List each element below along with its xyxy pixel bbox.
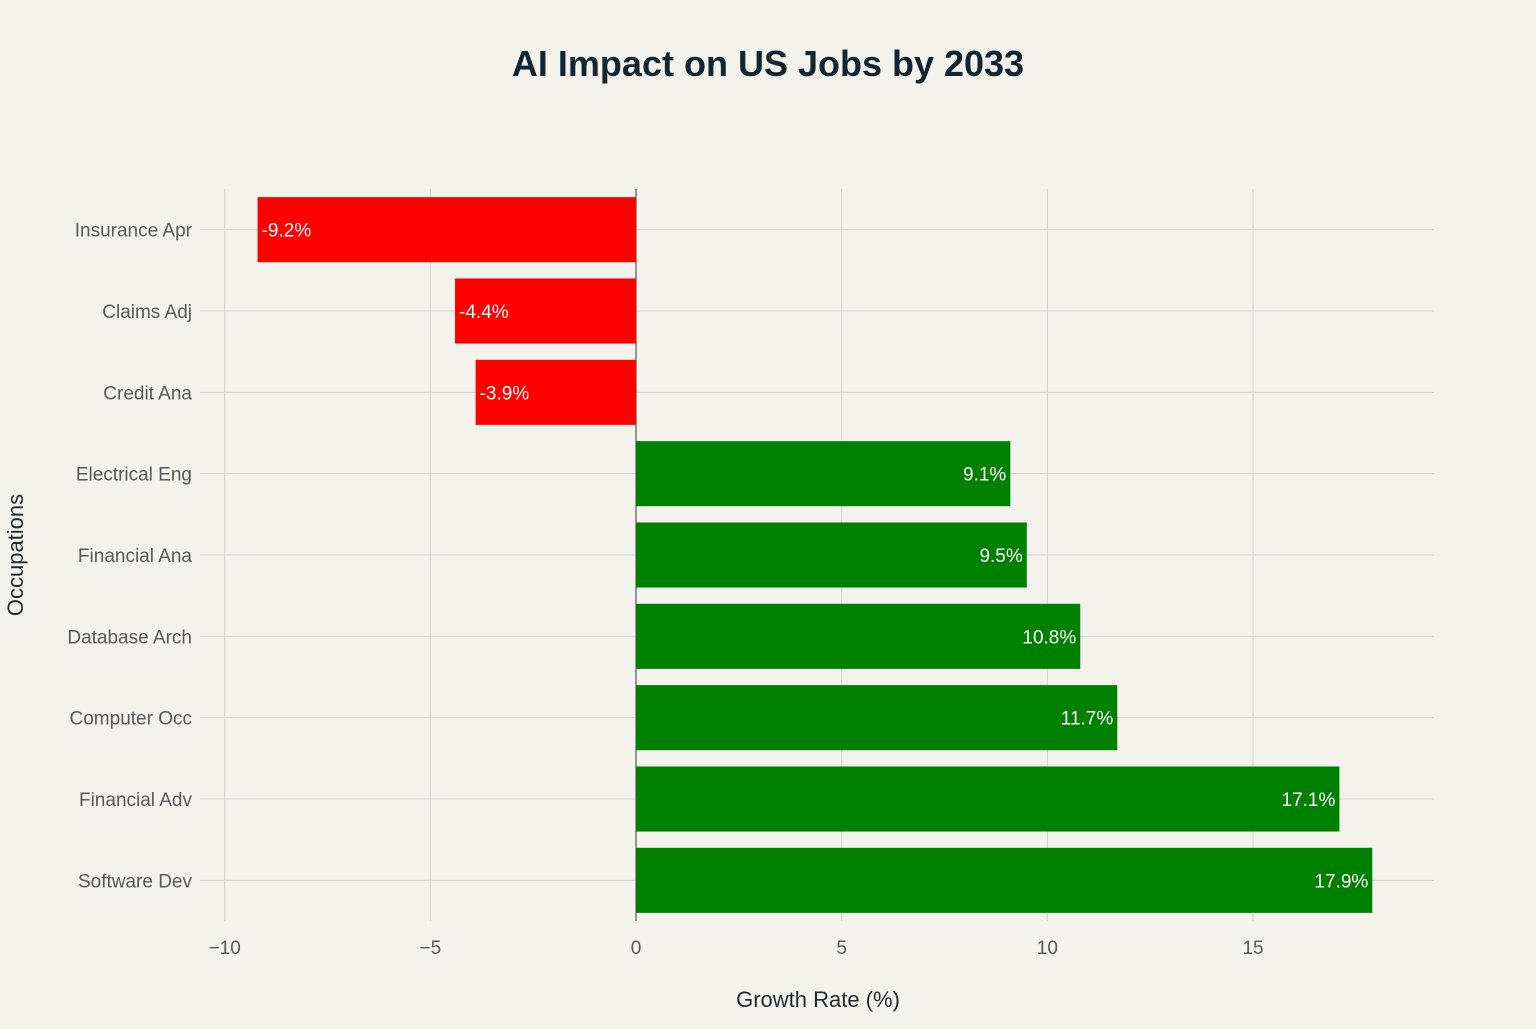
bar-value-label: 17.1% [1282,790,1336,811]
y-tick-label: Insurance Apr [75,221,193,242]
bar [636,603,1081,669]
bar [636,441,1011,507]
y-tick-label: Computer Occ [70,709,192,730]
y-tick-label: Financial Adv [79,790,193,811]
x-tick-label: −5 [420,938,442,959]
y-tick-label: Software Dev [78,871,193,892]
chart-title: AI Impact on US Jobs by 2033 [512,43,1024,84]
x-axis-title: Growth Rate (%) [736,987,900,1012]
x-tick-labels: −10 −5 0 5 10 15 [209,938,1264,959]
y-tick-label: Credit Ana [103,383,192,404]
x-tick-label: 5 [836,938,847,959]
bar [636,522,1027,588]
bar [636,847,1373,913]
bar-value-label: 10.8% [1022,627,1076,648]
bar-value-label: 17.9% [1314,871,1368,892]
x-tick-label: −10 [209,938,241,959]
y-tick-label: Electrical Eng [76,465,192,486]
bar-value-label: -3.9% [480,383,530,404]
bar-value-label: 9.5% [979,546,1022,567]
x-tick-label: 0 [631,938,642,959]
bar-value-label: -9.2% [262,221,312,242]
bar-value-label: -4.4% [459,302,509,323]
bar-data-labels: -9.2% -4.4% -3.9% 9.1% 9.5% 10.8% 11.7% 17.1% 17… [262,221,1369,893]
bar [257,197,637,263]
bar-value-label: 9.1% [963,465,1006,486]
bars [257,197,1373,913]
x-tick-label: 15 [1242,938,1263,959]
bar-value-label: 11.7% [1061,709,1114,730]
bar [455,278,637,344]
y-tick-label: Claims Adj [102,302,192,323]
x-tick-label: 10 [1037,938,1058,959]
bar [475,359,637,425]
y-tick-label: Financial Ana [78,546,193,567]
bar [636,685,1118,751]
y-tick-label: Database Arch [67,627,192,648]
y-axis-title: Occupations [3,494,28,616]
y-tick-labels: Insurance Apr Claims Adj Credit Ana Electri… [67,221,192,893]
bar [636,766,1340,832]
